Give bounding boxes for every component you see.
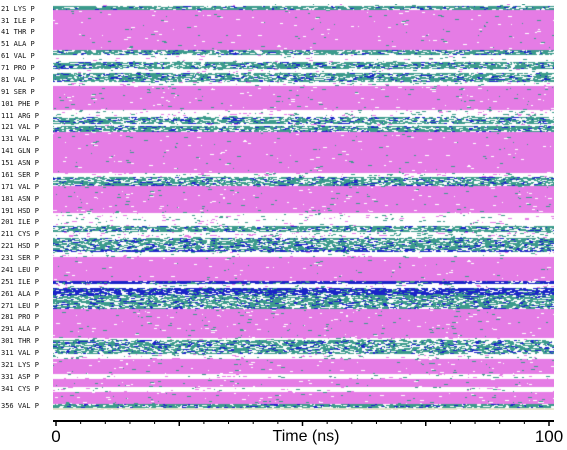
residue-label: 211 CYS P bbox=[1, 230, 39, 239]
residue-label: 291 ALA P bbox=[1, 325, 39, 334]
residue-label: 251 ILE P bbox=[1, 277, 39, 286]
residue-label: 71 PRO P bbox=[1, 64, 35, 73]
residue-label: 101 PHE P bbox=[1, 99, 39, 108]
residue-label: 341 CYS P bbox=[1, 384, 39, 393]
residue-label: 171 VAL P bbox=[1, 182, 39, 191]
residue-label: 161 SER P bbox=[1, 170, 39, 179]
residue-label: 181 ASN P bbox=[1, 194, 39, 203]
residue-label: 141 GLN P bbox=[1, 147, 39, 156]
residue-label: 121 VAL P bbox=[1, 123, 39, 132]
residue-label: 311 VAL P bbox=[1, 349, 39, 358]
residue-label: 301 THR P bbox=[1, 337, 39, 346]
residue-label: 151 ASN P bbox=[1, 159, 39, 168]
residue-label: 61 VAL P bbox=[1, 52, 35, 61]
residue-label: 191 HSD P bbox=[1, 206, 39, 215]
secondary-structure-heatmap bbox=[53, 4, 554, 410]
residue-label: 111 ARG P bbox=[1, 111, 39, 120]
x-tick-label-0: 0 bbox=[51, 427, 61, 446]
residue-label: 31 ILE P bbox=[1, 16, 35, 25]
residue-label: 231 SER P bbox=[1, 254, 39, 263]
residue-label: 201 ILE P bbox=[1, 218, 39, 227]
residue-label: 91 SER P bbox=[1, 87, 35, 96]
residue-label: 331 ASP P bbox=[1, 372, 39, 381]
residue-label: 21 LYS P bbox=[1, 4, 35, 13]
residue-label: 321 LYS P bbox=[1, 360, 39, 369]
residue-label: 261 ALA P bbox=[1, 289, 39, 298]
residue-label: 241 LEU P bbox=[1, 265, 39, 274]
residue-label: 51 ALA P bbox=[1, 40, 35, 49]
residue-label: 131 VAL P bbox=[1, 135, 39, 144]
residue-label: 356 VAL P bbox=[1, 402, 39, 411]
residue-label: 271 LEU P bbox=[1, 301, 39, 310]
residue-label: 81 VAL P bbox=[1, 75, 35, 84]
residue-label: 221 HSD P bbox=[1, 242, 39, 251]
x-axis-title: Time (ns) bbox=[272, 428, 340, 445]
residue-label: 281 PRO P bbox=[1, 313, 39, 322]
residue-label: 41 THR P bbox=[1, 28, 35, 37]
x-tick-label-100: 100 bbox=[534, 427, 564, 446]
